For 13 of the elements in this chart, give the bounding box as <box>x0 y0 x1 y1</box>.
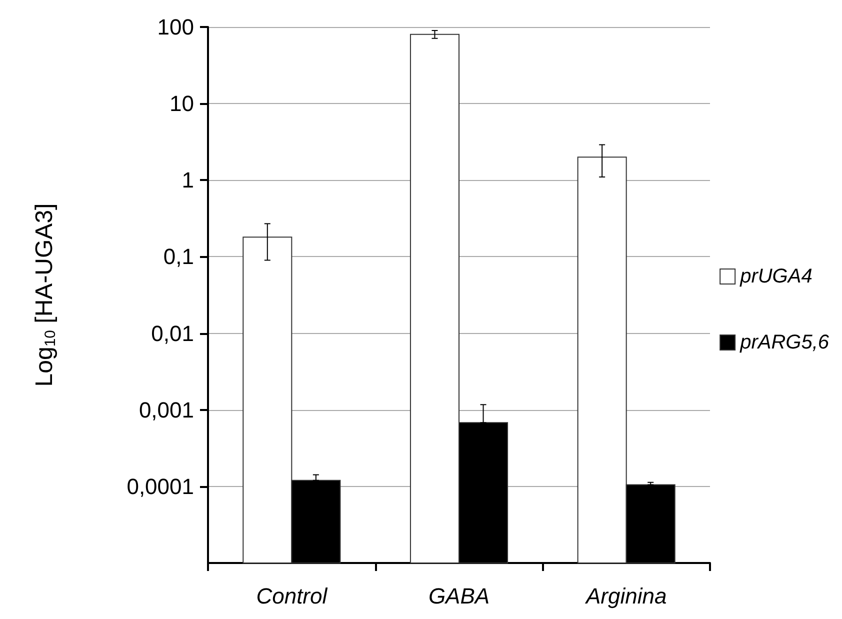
y-tick-label: 100 <box>157 14 194 40</box>
y-tick-label: 0,1 <box>163 244 194 270</box>
x-tick-label: Control <box>256 584 328 608</box>
y-tick-label: 0,01 <box>151 320 194 346</box>
x-tick-label: Arginina <box>584 584 667 608</box>
x-tick-label: GABA <box>428 584 490 608</box>
legend-label: prARG5,6 <box>739 332 830 354</box>
y-tick-label: 0,001 <box>138 397 194 422</box>
y-tick-label: 0,0001 <box>126 474 194 499</box>
y-tick-label: 1 <box>182 168 194 193</box>
y-tick-label: 10 <box>170 91 194 116</box>
legend-label: prUGA4 <box>739 266 812 288</box>
y-axis-title: Log10 [HA-UGA3] <box>31 203 59 387</box>
